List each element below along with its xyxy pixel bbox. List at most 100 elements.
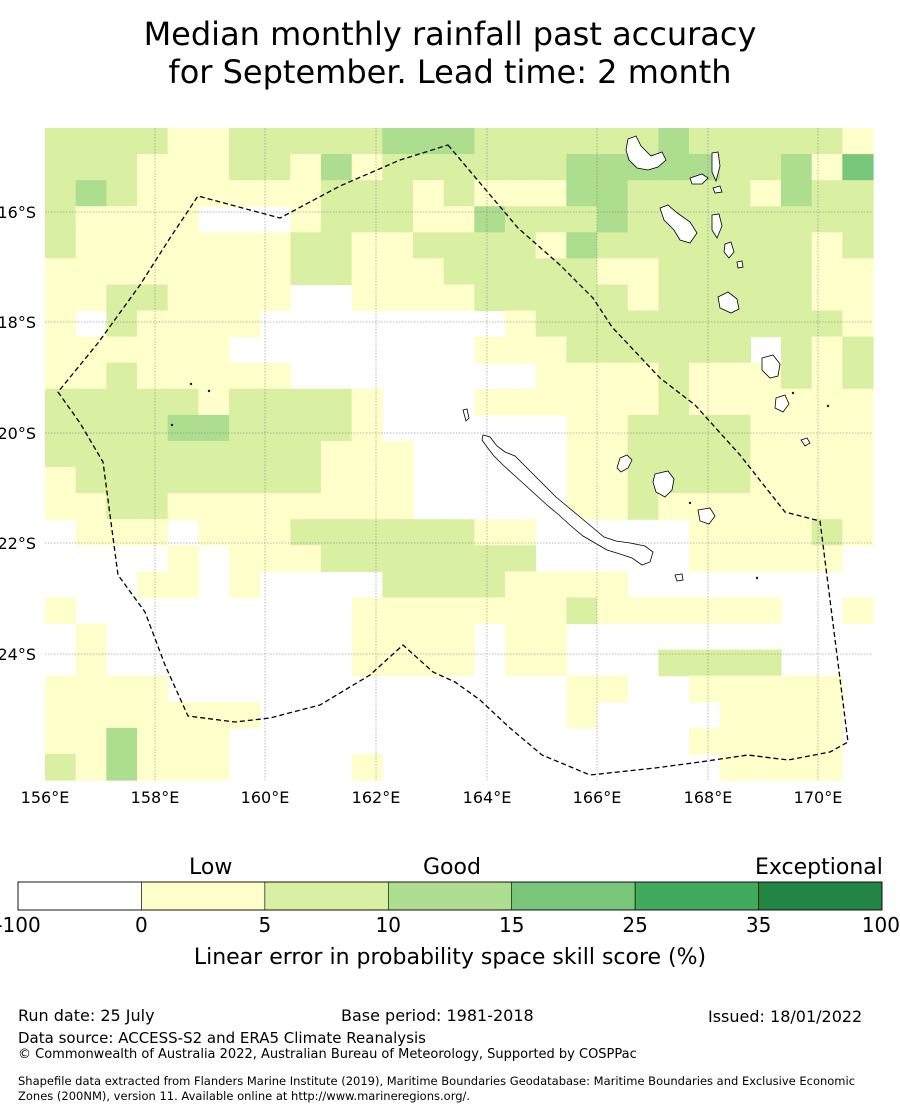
skill-cell: [597, 310, 629, 338]
skill-cell: [474, 388, 506, 416]
skill-cell: [566, 232, 598, 259]
skill-cell: [443, 206, 475, 233]
skill-cell: [719, 310, 751, 338]
skill-cell: [229, 362, 261, 390]
skill-cell: [627, 493, 659, 520]
skill-cell: [290, 232, 322, 259]
skill-cell: [382, 206, 414, 233]
skill-cell: [321, 545, 353, 572]
skill-cell: [627, 362, 659, 390]
skill-cell: [351, 493, 383, 520]
skill-cell: [351, 154, 383, 181]
skill-cell: [45, 727, 77, 755]
skill-grid: [45, 128, 874, 781]
colorbar-tick-label: -100: [0, 913, 41, 937]
skill-cell: [167, 467, 199, 494]
colorbar-tick-label: 100: [862, 913, 900, 937]
skill-cell: [106, 232, 138, 259]
skill-cell: [137, 310, 169, 338]
skill-cell: [106, 258, 138, 286]
skill-cell: [413, 545, 445, 572]
shapefile-credit-line2: Zones (200NM), version 11. Available onl…: [18, 1089, 471, 1103]
skill-cell: [689, 362, 721, 390]
skill-cell: [811, 180, 843, 207]
skill-cell: [842, 232, 874, 259]
skill-cell: [198, 310, 230, 338]
skill-cell: [719, 753, 751, 781]
skill-cell: [106, 414, 138, 442]
skill-cell: [689, 180, 721, 207]
tiny-islet-3: [170, 423, 174, 427]
skill-cell: [382, 258, 414, 286]
skill-cell: [781, 519, 813, 546]
skill-cell: [535, 232, 567, 259]
skill-cell: [811, 128, 843, 155]
skill-cell: [351, 206, 383, 233]
skill-cell: [535, 362, 567, 390]
mare-island: [697, 507, 716, 525]
skill-cell: [75, 623, 107, 651]
skill-cell: [811, 727, 843, 755]
skill-cell: [658, 284, 690, 312]
skill-cell: [719, 701, 751, 729]
skill-cell: [321, 493, 353, 520]
skill-cell: [413, 623, 445, 651]
longitude-label: 162°E: [352, 788, 401, 807]
skill-cell: [167, 362, 199, 390]
skill-cell: [45, 206, 77, 233]
skill-cell: [505, 180, 537, 207]
skill-cell: [842, 414, 874, 442]
skill-cell: [597, 180, 629, 207]
skill-cell: [45, 597, 77, 625]
tanna: [761, 354, 781, 379]
skill-cell: [781, 467, 813, 494]
colorbar: -100 0 5 10 15 25 35 100: [0, 881, 900, 937]
tiny-islet-4: [791, 391, 795, 395]
skill-cell: [781, 310, 813, 338]
skill-cell: [75, 180, 107, 207]
skill-cell: [535, 336, 567, 364]
skill-cell: [842, 154, 874, 181]
skill-cell: [259, 128, 291, 155]
skill-cell: [290, 388, 322, 416]
skill-cell: [811, 284, 843, 312]
colorbar-label: Linear error in probability space skill …: [193, 945, 707, 970]
skill-cell: [750, 414, 782, 442]
skill-cell: [781, 493, 813, 520]
skill-cell: [137, 753, 169, 781]
skill-cell: [781, 545, 813, 572]
skill-cell: [505, 310, 537, 338]
skill-cell: [229, 154, 261, 181]
skill-cell: [781, 440, 813, 468]
skill-cell: [689, 336, 721, 364]
skill-cell: [811, 258, 843, 286]
skill-cell: [597, 154, 629, 181]
skill-cell: [535, 206, 567, 233]
skill-cell: [259, 414, 291, 442]
skill-cell: [719, 128, 751, 155]
skill-cell: [137, 675, 169, 703]
skill-cell: [75, 753, 107, 781]
skill-cell: [658, 362, 690, 390]
skill-cell: [535, 128, 567, 155]
tiny-islet-5: [826, 404, 830, 408]
colorbar-tick-label: 5: [258, 913, 271, 937]
skill-cell: [750, 258, 782, 286]
shapefile-credit-line1: Shapefile data extracted from Flanders M…: [18, 1074, 856, 1088]
skill-cell: [627, 414, 659, 442]
skill-cell: [106, 701, 138, 729]
skill-cell: [842, 519, 874, 546]
colorbar-segment: [758, 881, 883, 911]
skill-cell: [750, 232, 782, 259]
skill-cell: [474, 154, 506, 181]
skill-cell: [45, 258, 77, 286]
colorbar-tick-label: 15: [499, 913, 524, 937]
skill-cell: [443, 284, 475, 312]
skill-cell: [597, 258, 629, 286]
skill-cell: [382, 128, 414, 155]
tiny-islet-7: [688, 501, 692, 505]
skill-cell: [413, 232, 445, 259]
skill-cell: [719, 467, 751, 494]
skill-cell: [413, 284, 445, 312]
vanuatu-island-small3: [736, 260, 744, 269]
